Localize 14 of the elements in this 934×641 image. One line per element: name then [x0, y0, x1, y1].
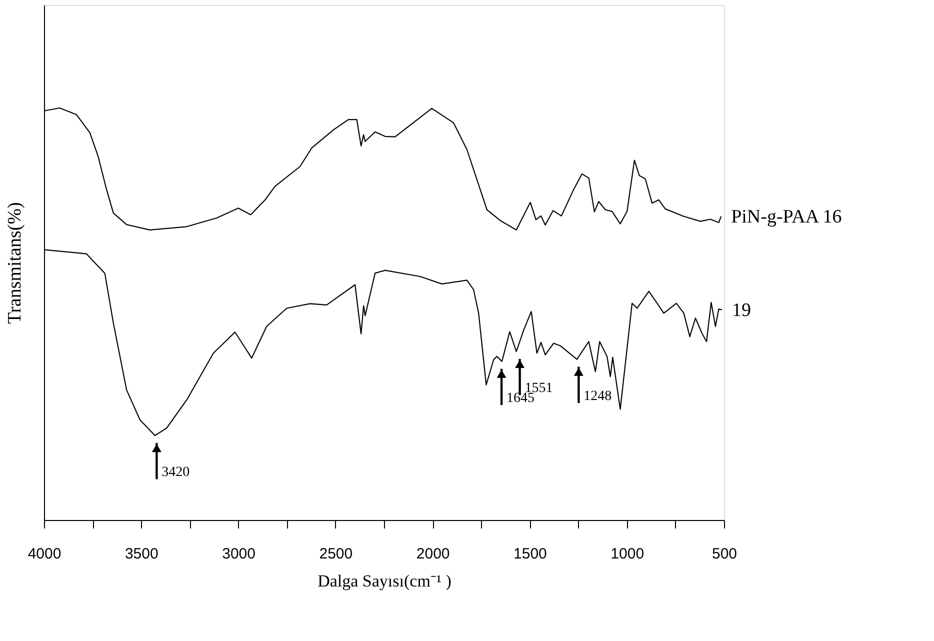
x-tick-label: 500	[712, 546, 738, 562]
series-label: PiN-g-PAA 16	[731, 206, 842, 228]
series-label: 19	[732, 300, 752, 321]
annotation: 1248	[584, 388, 612, 404]
x-tick-label: 4000	[28, 546, 62, 562]
x-axis-title: Dalga Sayısı(cm⁻¹ )	[318, 572, 452, 590]
x-tick-label: 2500	[319, 546, 353, 562]
x-tick-label: 1500	[514, 546, 547, 562]
x-tick-label: 1000	[610, 546, 644, 562]
y-axis-title: Transmitans(%)	[4, 202, 26, 324]
x-tick-label: 3500	[124, 546, 158, 562]
annotation: 3420	[162, 465, 190, 480]
x-tick-label: 2000	[416, 546, 450, 562]
x-tick-label: 3000	[222, 546, 256, 562]
